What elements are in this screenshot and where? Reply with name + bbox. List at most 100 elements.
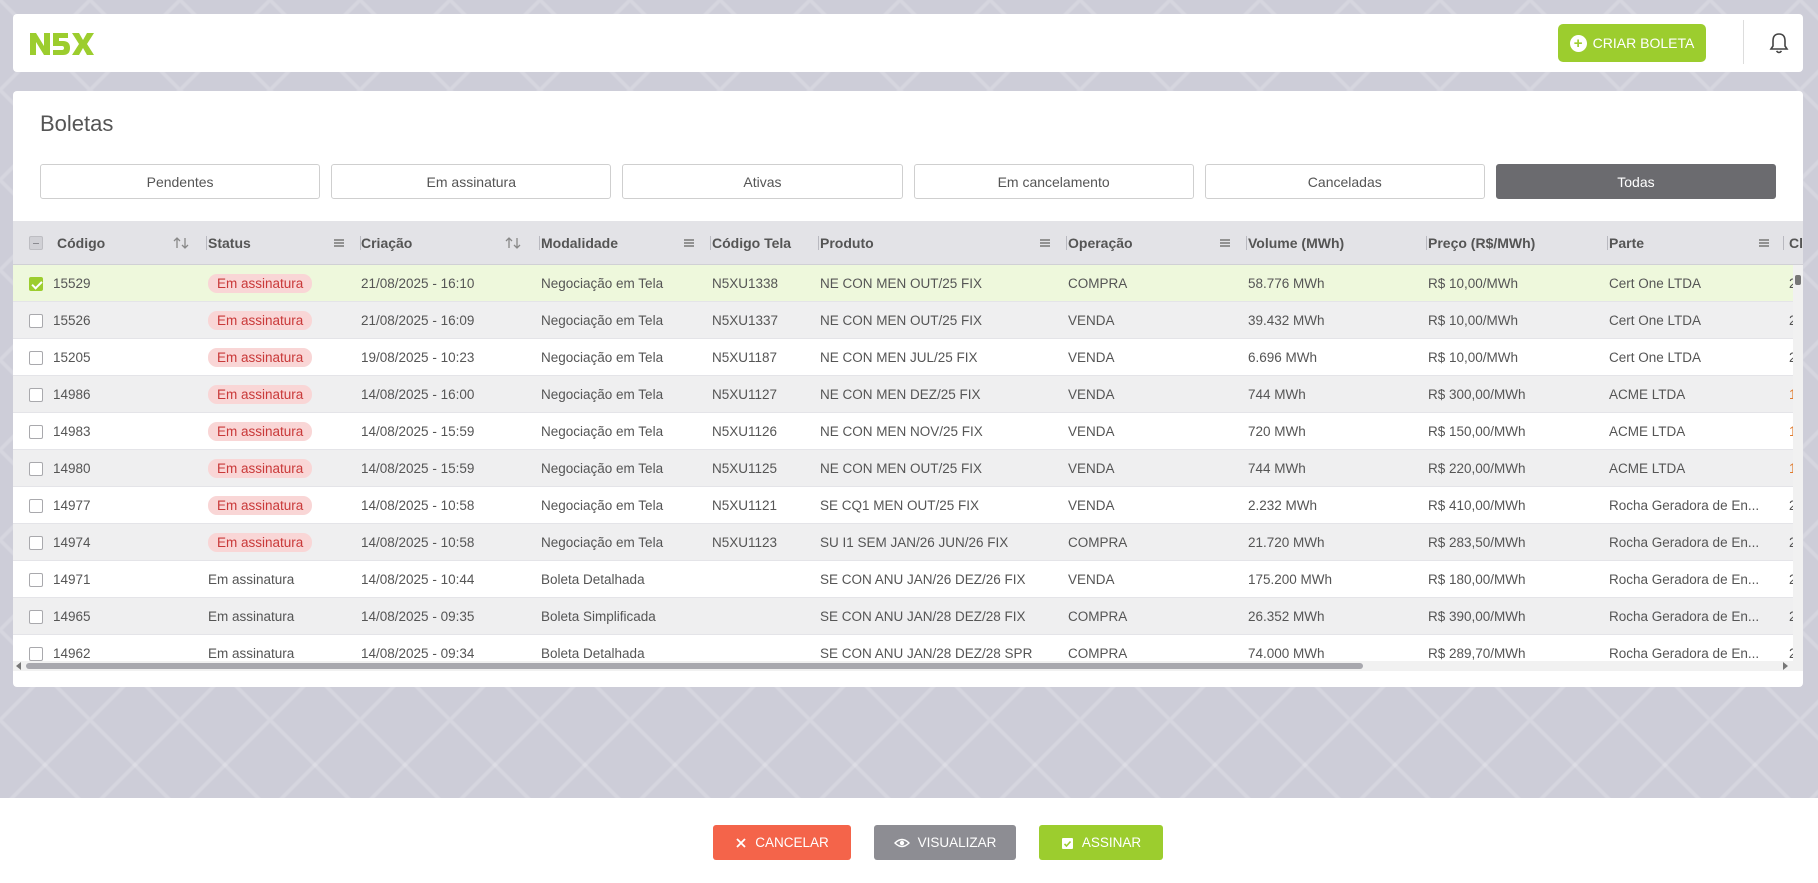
cell-parte: Cert One LTDA <box>1609 313 1702 328</box>
column-header-modalidade[interactable]: Modalidade <box>541 221 711 265</box>
table-row[interactable]: 14965 Em assinatura 14/08/2025 - 09:35 Bole… <box>13 598 1803 635</box>
horizontal-scroll-thumb[interactable] <box>26 663 1363 669</box>
column-menu-icon[interactable] <box>1755 234 1773 252</box>
cell-parte: Cert One LTDA <box>1609 276 1702 291</box>
n5x-logo-icon <box>30 33 94 55</box>
column-label: Produto <box>820 235 874 251</box>
cell-modalidade: Negociação em Tela <box>541 424 664 439</box>
tab-ativas[interactable]: Ativas <box>622 164 903 199</box>
cell-produto: SE CON ANU JAN/28 DEZ/28 SPR <box>820 646 1033 661</box>
cell-modalidade: Negociação em Tela <box>541 387 664 402</box>
app-logo[interactable] <box>28 26 94 60</box>
tab-todas[interactable]: Todas <box>1495 164 1777 199</box>
cell-modalidade: Boleta Detalhada <box>541 646 645 661</box>
column-header-codigo[interactable]: Código <box>57 221 207 265</box>
column-header-parte[interactable]: Parte <box>1609 221 1784 265</box>
row-checkbox[interactable] <box>29 499 43 513</box>
cell-preco: R$ 10,00/MWh <box>1428 350 1519 365</box>
column-menu-icon[interactable] <box>330 234 348 252</box>
column-header-volume[interactable]: Volume (MWh) <box>1248 221 1427 265</box>
table-row[interactable]: 15529 Em assinatura 21/08/2025 - 16:10 Nego… <box>13 265 1803 302</box>
sign-button[interactable]: ASSINAR <box>1039 825 1163 860</box>
cell-modalidade: Boleta Simplificada <box>541 609 656 624</box>
row-checkbox[interactable] <box>29 351 43 365</box>
status-badge: Em assinatura <box>208 422 313 441</box>
cell-status: Em assinatura <box>208 376 358 413</box>
column-label: Código <box>57 235 106 251</box>
row-checkbox[interactable] <box>29 610 43 624</box>
table-row[interactable]: 14983 Em assinatura 14/08/2025 - 15:59 Nego… <box>13 413 1803 450</box>
column-menu-icon[interactable] <box>1036 234 1054 252</box>
column-header-status[interactable]: Status <box>208 221 361 265</box>
tab-em-assinatura[interactable]: Em assinatura <box>331 164 612 199</box>
scroll-right-icon[interactable] <box>1783 662 1788 670</box>
column-menu-icon[interactable] <box>680 234 698 252</box>
view-button[interactable]: VISUALIZAR <box>874 825 1016 860</box>
table-row[interactable]: 15526 Em assinatura 21/08/2025 - 16:09 Nego… <box>13 302 1803 339</box>
cancel-button[interactable]: CANCELAR <box>713 825 851 860</box>
cell-criacao: 14/08/2025 - 10:58 <box>361 498 475 513</box>
column-label: Operação <box>1068 235 1133 251</box>
cell-operacao: COMPRA <box>1068 609 1128 624</box>
cell-status: Em assinatura <box>208 450 358 487</box>
horizontal-scrollbar[interactable] <box>13 661 1803 671</box>
table-row[interactable]: 14974 Em assinatura 14/08/2025 - 10:58 Nego… <box>13 524 1803 561</box>
column-label: Preço (R$/MWh) <box>1428 235 1536 251</box>
scroll-left-icon[interactable] <box>16 662 21 670</box>
cell-extra: 2 <box>1789 276 1795 291</box>
cell-modalidade: Negociação em Tela <box>541 350 664 365</box>
table-row[interactable]: 15205 Em assinatura 19/08/2025 - 10:23 Nego… <box>13 339 1803 376</box>
cell-codigo: 15529 <box>53 276 91 291</box>
cell-criacao: 21/08/2025 - 16:09 <box>361 313 475 328</box>
cell-preco: R$ 10,00/MWh <box>1428 313 1519 328</box>
column-header-operacao[interactable]: Operação <box>1068 221 1247 265</box>
row-checkbox[interactable] <box>29 647 43 661</box>
create-boleta-button[interactable]: + CRIAR BOLETA <box>1558 24 1706 62</box>
column-header-cl[interactable]: Cl <box>1789 221 1803 265</box>
row-checkbox[interactable] <box>29 425 43 439</box>
sort-icon[interactable] <box>504 234 522 252</box>
row-checkbox[interactable] <box>29 462 43 476</box>
cell-operacao: VENDA <box>1068 350 1115 365</box>
cell-produto: NE CON MEN DEZ/25 FIX <box>820 387 981 402</box>
column-header-preco[interactable]: Preço (R$/MWh) <box>1428 221 1608 265</box>
cell-extra: 2 <box>1789 646 1795 661</box>
row-checkbox[interactable] <box>29 388 43 402</box>
vertical-scroll-thumb[interactable] <box>1795 275 1801 285</box>
cell-operacao: VENDA <box>1068 572 1115 587</box>
select-all-checkbox[interactable] <box>29 236 43 250</box>
row-checkbox[interactable] <box>29 277 43 291</box>
tab-em-cancelamento[interactable]: Em cancelamento <box>913 164 1194 199</box>
cell-operacao: VENDA <box>1068 424 1115 439</box>
cell-produto: SU I1 SEM JAN/26 JUN/26 FIX <box>820 535 1009 550</box>
cell-extra: 2 <box>1789 313 1795 328</box>
tab-pendentes[interactable]: Pendentes <box>40 164 321 199</box>
column-header-codigo-tela[interactable]: Código Tela <box>712 221 819 265</box>
notification-bell-icon[interactable] <box>1769 32 1791 54</box>
tab-canceladas[interactable]: Canceladas <box>1204 164 1485 199</box>
table-row[interactable]: 14977 Em assinatura 14/08/2025 - 10:58 Nego… <box>13 487 1803 524</box>
column-header-produto[interactable]: Produto <box>820 221 1067 265</box>
cell-parte: Rocha Geradora de En... <box>1609 609 1760 624</box>
cell-criacao: 21/08/2025 - 16:10 <box>361 276 475 291</box>
table-row[interactable]: 14980 Em assinatura 14/08/2025 - 15:59 Nego… <box>13 450 1803 487</box>
vertical-scrollbar[interactable] <box>1793 265 1803 661</box>
row-checkbox[interactable] <box>29 536 43 550</box>
cell-operacao: VENDA <box>1068 498 1115 513</box>
table-row[interactable]: 14971 Em assinatura 14/08/2025 - 10:44 Bole… <box>13 561 1803 598</box>
cell-volume: 26.352 MWh <box>1248 609 1325 624</box>
cell-codigo: 14965 <box>53 609 91 624</box>
table-row[interactable]: 14962 Em assinatura 14/08/2025 - 09:34 Bole… <box>13 635 1803 671</box>
sort-icon[interactable] <box>172 234 190 252</box>
cell-preco: R$ 289,70/MWh <box>1428 646 1526 661</box>
status-badge: Em assinatura <box>208 459 313 478</box>
column-header-criacao[interactable]: Criação <box>361 221 540 265</box>
table-row[interactable]: 14986 Em assinatura 14/08/2025 - 16:00 Nego… <box>13 376 1803 413</box>
cell-volume: 58.776 MWh <box>1248 276 1325 291</box>
cell-volume: 74.000 MWh <box>1248 646 1325 661</box>
cell-modalidade: Boleta Detalhada <box>541 572 645 587</box>
cell-produto: NE CON MEN JUL/25 FIX <box>820 350 978 365</box>
row-checkbox[interactable] <box>29 573 43 587</box>
row-checkbox[interactable] <box>29 314 43 328</box>
column-menu-icon[interactable] <box>1216 234 1234 252</box>
